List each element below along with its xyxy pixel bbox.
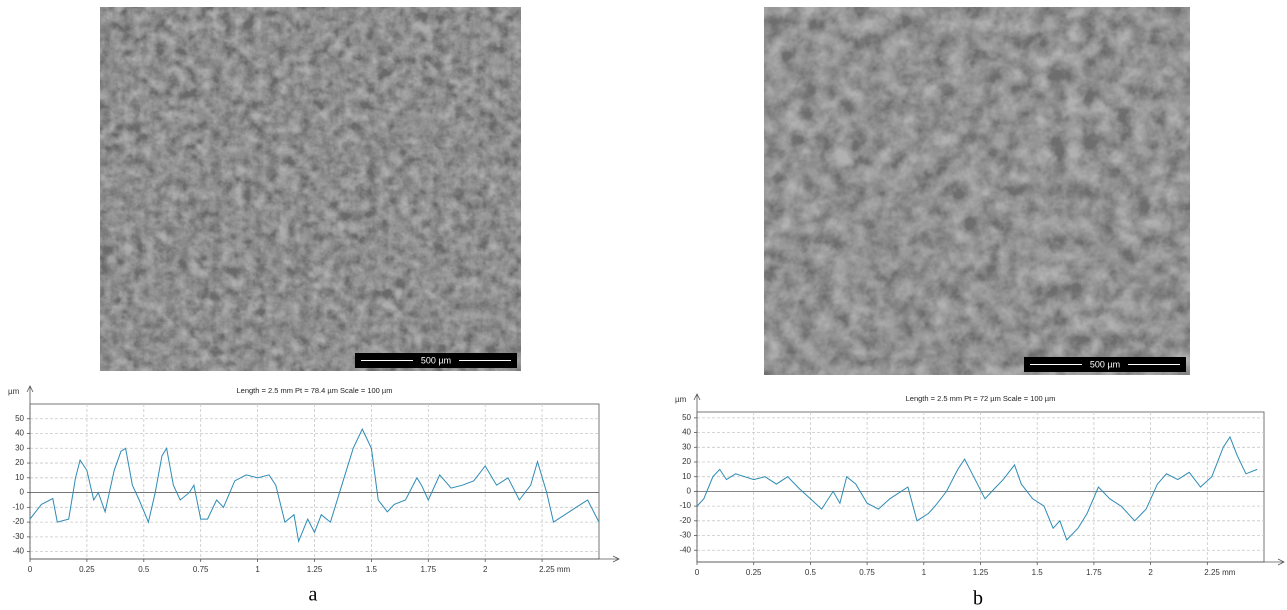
panel-label: b <box>973 588 983 610</box>
y-tick-label: -10 <box>12 502 24 511</box>
y-tick-label: 0 <box>687 487 692 496</box>
sem-image <box>764 7 1190 375</box>
y-tick-label: 30 <box>682 442 691 451</box>
x-axis <box>697 558 1285 566</box>
x-tick-label: 1.75 <box>1086 568 1102 577</box>
x-tick-label: 1.5 <box>366 565 378 574</box>
x-axis <box>30 555 620 563</box>
x-tick-label: 1 <box>255 565 260 574</box>
y-tick-label: -40 <box>12 547 24 556</box>
y-tick-label: 50 <box>682 413 691 422</box>
scale-bar-gap <box>1082 359 1128 370</box>
chart-title: Length = 2.5 mm Pt = 72 µm Scale = 100 µ… <box>906 394 1056 403</box>
profile-line <box>29 427 600 544</box>
y-axis-label: µm <box>675 395 687 404</box>
y-axis <box>26 385 34 559</box>
y-tick-label: -20 <box>679 516 691 525</box>
y-tick-label: -20 <box>12 517 24 526</box>
panel-label: a <box>309 584 318 606</box>
y-tick-label: 50 <box>15 414 24 423</box>
y-tick-label: 0 <box>20 488 25 497</box>
scale-bar-gap <box>413 355 459 366</box>
x-tick-label: 1 <box>922 568 927 577</box>
x-tick-label: 0.5 <box>138 565 150 574</box>
x-tick-label: 0.75 <box>193 565 209 574</box>
y-tick-label: 20 <box>682 457 691 466</box>
x-tick-label: 1.5 <box>1032 568 1044 577</box>
x-tick-label: 1.75 <box>421 565 437 574</box>
y-axis-label: µm <box>8 387 20 396</box>
x-tick-label: 0.25 <box>79 565 95 574</box>
x-tick-label: 0 <box>28 565 33 574</box>
scale-bar-label: 500 µm <box>1090 359 1120 369</box>
x-tick-label: 0.75 <box>859 568 875 577</box>
y-tick-label: 10 <box>15 473 24 482</box>
scale-bar-label: 500 µm <box>421 355 451 365</box>
y-tick-label: -30 <box>679 531 691 540</box>
y-tick-label: -40 <box>679 545 691 554</box>
x-tick-label: 2.25 mm <box>539 565 570 574</box>
y-tick-label: 30 <box>15 443 24 452</box>
y-tick-label: 40 <box>15 429 24 438</box>
y-tick-label: 10 <box>682 472 691 481</box>
y-axis <box>693 393 701 562</box>
y-tick-label: 20 <box>15 458 24 467</box>
x-tick-label: 0.25 <box>746 568 762 577</box>
sem-image <box>100 7 521 371</box>
x-tick-label: 1.25 <box>973 568 989 577</box>
y-tick-label: 40 <box>682 428 691 437</box>
x-tick-label: 2 <box>483 565 488 574</box>
chart-title: Length = 2.5 mm Pt = 78.4 µm Scale = 100… <box>236 386 392 395</box>
y-tick-label: -10 <box>679 501 691 510</box>
profile-line <box>696 435 1258 541</box>
x-tick-label: 1.25 <box>307 565 323 574</box>
x-tick-label: 2.25 mm <box>1204 568 1235 577</box>
y-tick-label: -30 <box>12 532 24 541</box>
x-tick-label: 0.5 <box>805 568 817 577</box>
x-tick-label: 2 <box>1148 568 1153 577</box>
x-tick-label: 0 <box>695 568 700 577</box>
